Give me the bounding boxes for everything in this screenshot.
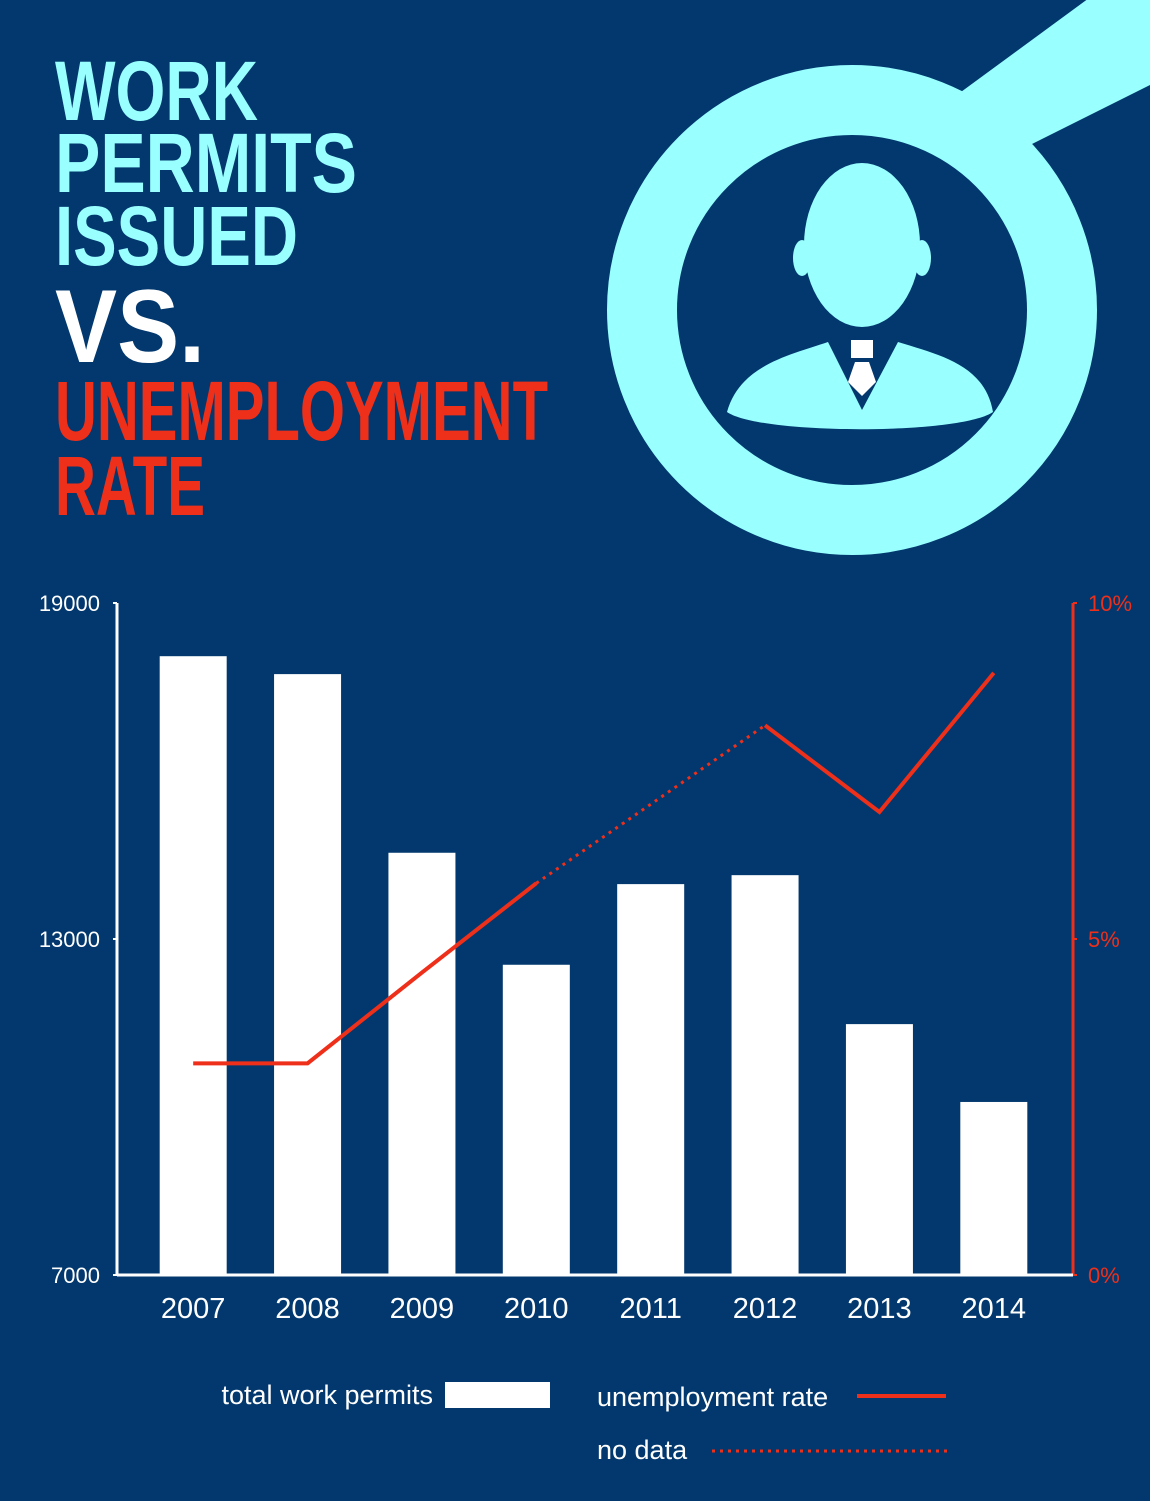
bar bbox=[845, 1024, 913, 1275]
title-line: RATE bbox=[55, 439, 205, 533]
magnifier-icon bbox=[607, 0, 1150, 555]
legend-label: unemployment rate bbox=[597, 1382, 828, 1412]
title-line: PERMITS bbox=[55, 116, 357, 210]
title-line: UNEMPLOYMENT bbox=[55, 364, 548, 458]
x-tick-label: 2013 bbox=[847, 1293, 912, 1325]
title-line: WORK bbox=[55, 44, 258, 138]
x-tick-label: 2009 bbox=[390, 1293, 455, 1325]
y2-tick-label: 10% bbox=[1088, 591, 1132, 616]
legend-label: no data bbox=[597, 1435, 688, 1465]
bar bbox=[388, 852, 456, 1275]
y2-tick-label: 0% bbox=[1088, 1263, 1120, 1288]
chart: 7000 13000 19000 0% 5% 10% 2007 2008 2009 2010 201… bbox=[39, 591, 1132, 1465]
x-tick-label: 2008 bbox=[275, 1293, 340, 1325]
bar bbox=[731, 875, 799, 1275]
y-tick-label: 7000 bbox=[51, 1263, 100, 1288]
x-tick-label: 2007 bbox=[161, 1293, 226, 1325]
line bbox=[193, 671, 996, 1066]
title-line: ISSUED bbox=[55, 189, 298, 283]
y-tick-label: 19000 bbox=[39, 591, 100, 616]
legend-label: total work permits bbox=[221, 1380, 433, 1410]
bar bbox=[617, 884, 685, 1275]
x-tick-label: 2010 bbox=[504, 1293, 569, 1325]
y2-tick-label: 5% bbox=[1088, 927, 1120, 952]
title-line: VS. bbox=[55, 269, 205, 385]
no-data-line bbox=[535, 724, 766, 885]
y-tick-label: 13000 bbox=[39, 927, 100, 952]
x-tick-label: 2011 bbox=[620, 1293, 682, 1325]
bar bbox=[159, 656, 227, 1275]
legend-swatch bbox=[445, 1382, 550, 1408]
x-tick-label: 2014 bbox=[962, 1293, 1027, 1325]
bar bbox=[502, 964, 570, 1275]
bar bbox=[274, 674, 342, 1275]
x-tick-label: 2012 bbox=[733, 1293, 798, 1325]
bar bbox=[960, 1101, 1028, 1275]
